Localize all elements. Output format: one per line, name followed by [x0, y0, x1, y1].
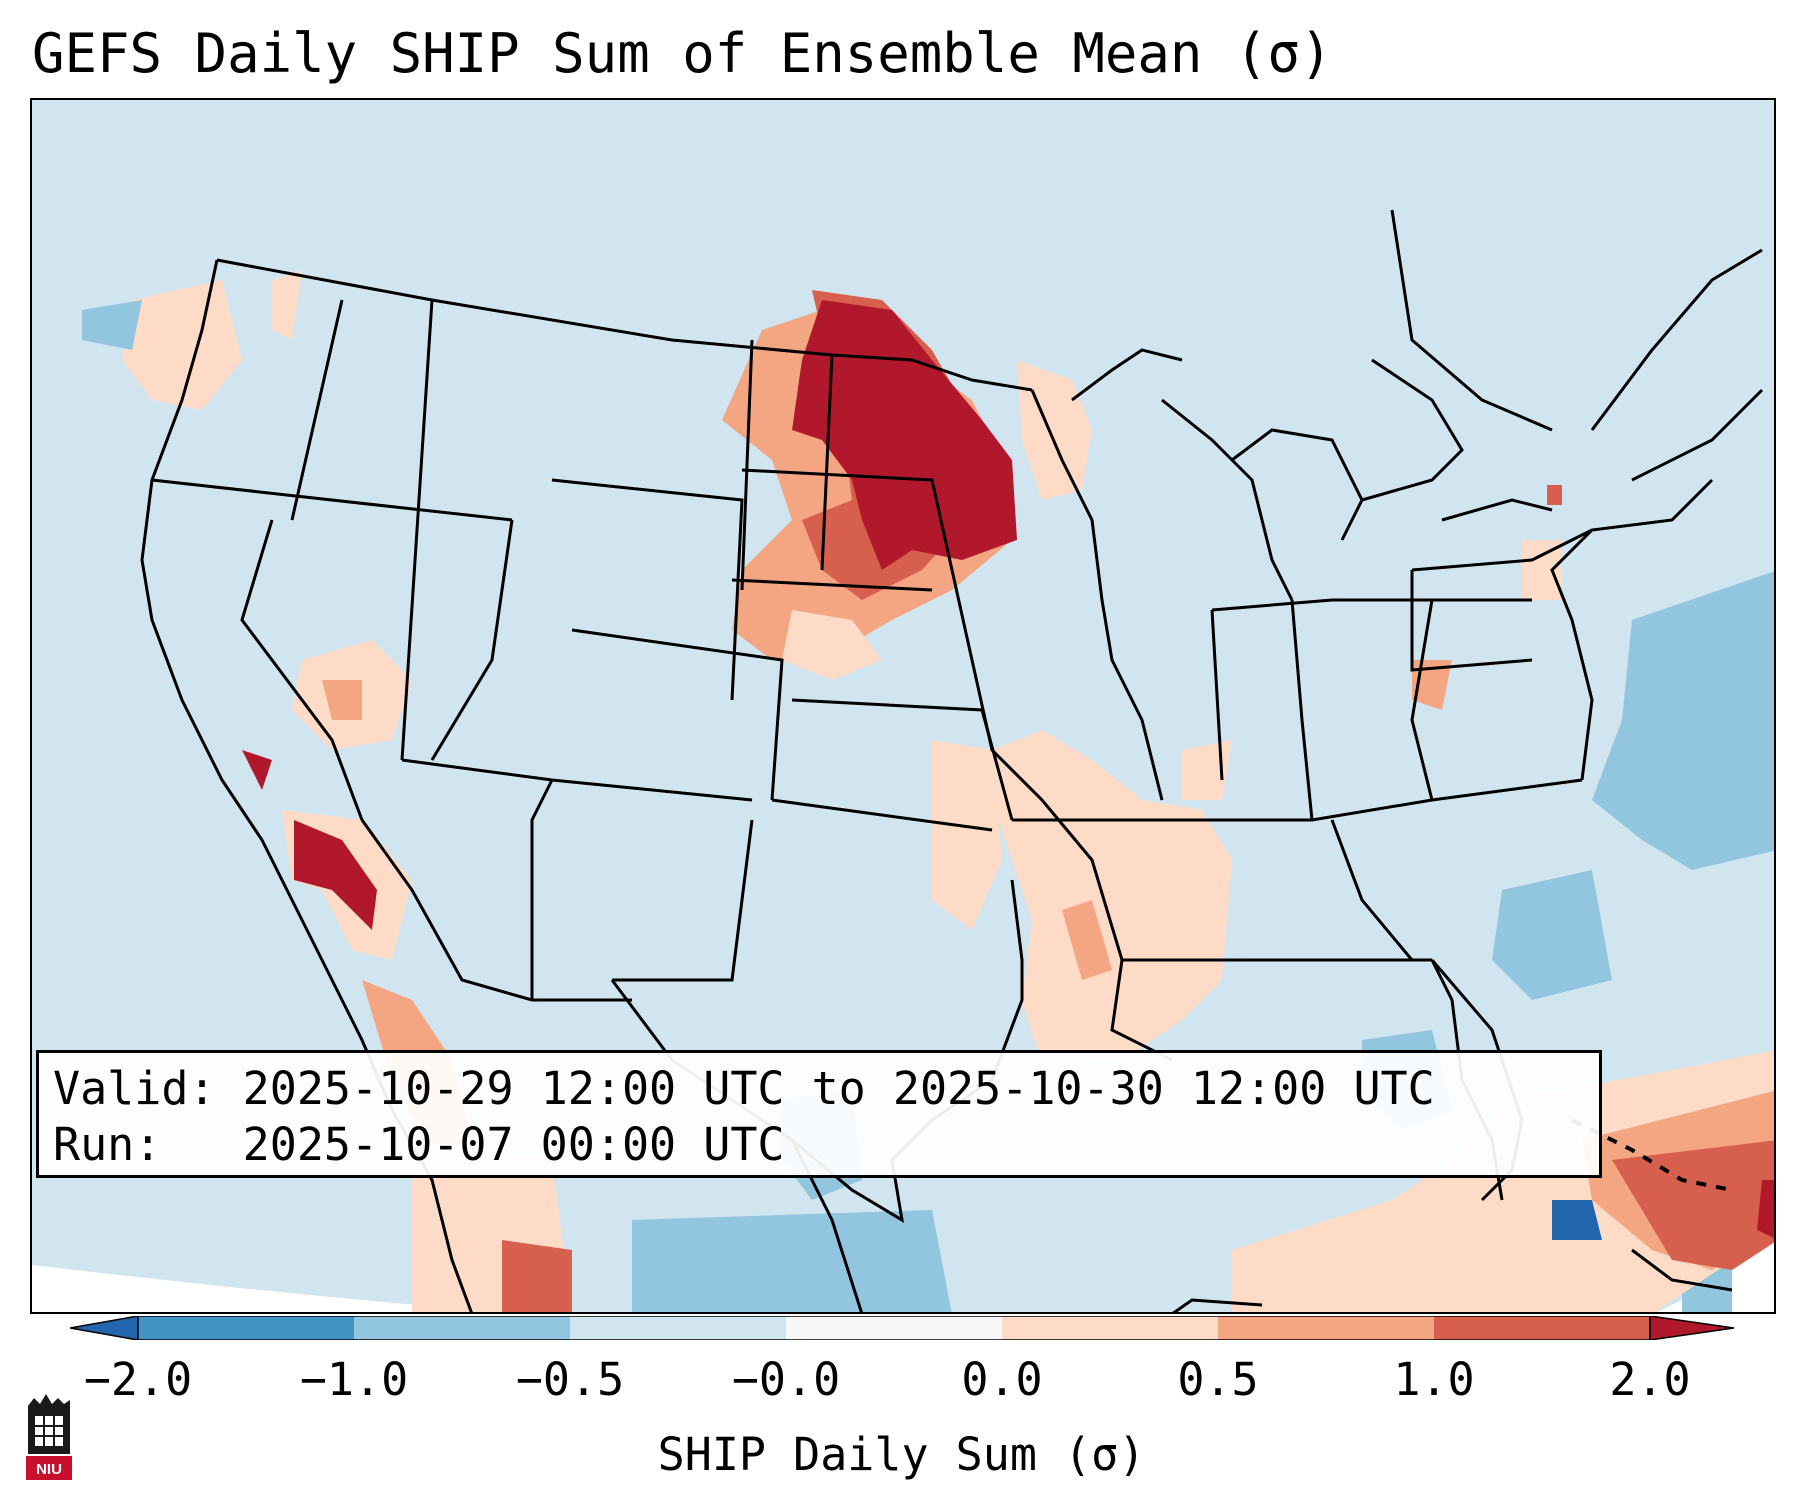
colorbar-bin — [1218, 1316, 1434, 1340]
colorbar-bin — [786, 1316, 1002, 1340]
map-title: GEFS Daily SHIP Sum of Ensemble Mean (σ) — [32, 22, 1333, 85]
run-row: Run: 2025-10-07 00:00 UTC — [53, 1117, 1585, 1173]
colorbar-tick: 0.5 — [1177, 1353, 1259, 1406]
logo-window — [35, 1416, 63, 1446]
colorbar-bin — [1002, 1316, 1218, 1340]
projection-edge — [1656, 1234, 1774, 1312]
logo-text: NIU — [36, 1461, 62, 1478]
colorbar-tick: 1.0 — [1393, 1353, 1475, 1406]
colorbar-bin — [354, 1316, 570, 1340]
anomaly-southwest — [242, 640, 572, 1312]
colorbar — [70, 1316, 1734, 1340]
colorbar-tick: 2.0 — [1609, 1353, 1691, 1406]
logo-badge — [26, 1456, 72, 1480]
colorbar-tick: −2.0 — [83, 1353, 193, 1406]
anomaly-northern-plains — [722, 290, 1092, 680]
anomaly-pacific-northwest — [82, 270, 302, 410]
colorbar-bin — [1434, 1316, 1650, 1340]
colorbar-tick: −0.0 — [731, 1353, 841, 1406]
projection-edge — [32, 1265, 505, 1312]
niu-logo: NIU — [26, 1394, 72, 1480]
logo-window-grid — [35, 1416, 63, 1446]
colorbar-ticks: −2.0 −1.0 −0.5 −0.0 0.0 0.5 1.0 2.0 — [0, 1352, 1803, 1412]
colorbar-bin — [138, 1316, 354, 1340]
colorbar-label: SHIP Daily Sum (σ) — [657, 1428, 1146, 1481]
anomaly-northeast — [1182, 485, 1562, 800]
validity-info-box: Valid: 2025-10-29 12:00 UTC to 2025-10-3… — [36, 1050, 1602, 1178]
colorbar-extend-low — [70, 1316, 139, 1340]
colorbar-bin — [570, 1316, 786, 1340]
valid-label: Valid: — [53, 1062, 216, 1115]
run-value: 2025-10-07 00:00 UTC — [242, 1118, 785, 1171]
colorbar-outline — [137, 1316, 1651, 1340]
colorbar-tick: −1.0 — [299, 1353, 409, 1406]
colorbar-tick: 0.0 — [961, 1353, 1043, 1406]
valid-value: 2025-10-29 12:00 UTC to 2025-10-30 12:00… — [242, 1062, 1435, 1115]
colorbar-tick: −0.5 — [515, 1353, 625, 1406]
colorbar-extend-high — [1649, 1316, 1734, 1340]
valid-row: Valid: 2025-10-29 12:00 UTC to 2025-10-3… — [53, 1061, 1585, 1117]
anomaly-caribbean — [1232, 1050, 1774, 1312]
run-label: Run: — [53, 1118, 162, 1171]
